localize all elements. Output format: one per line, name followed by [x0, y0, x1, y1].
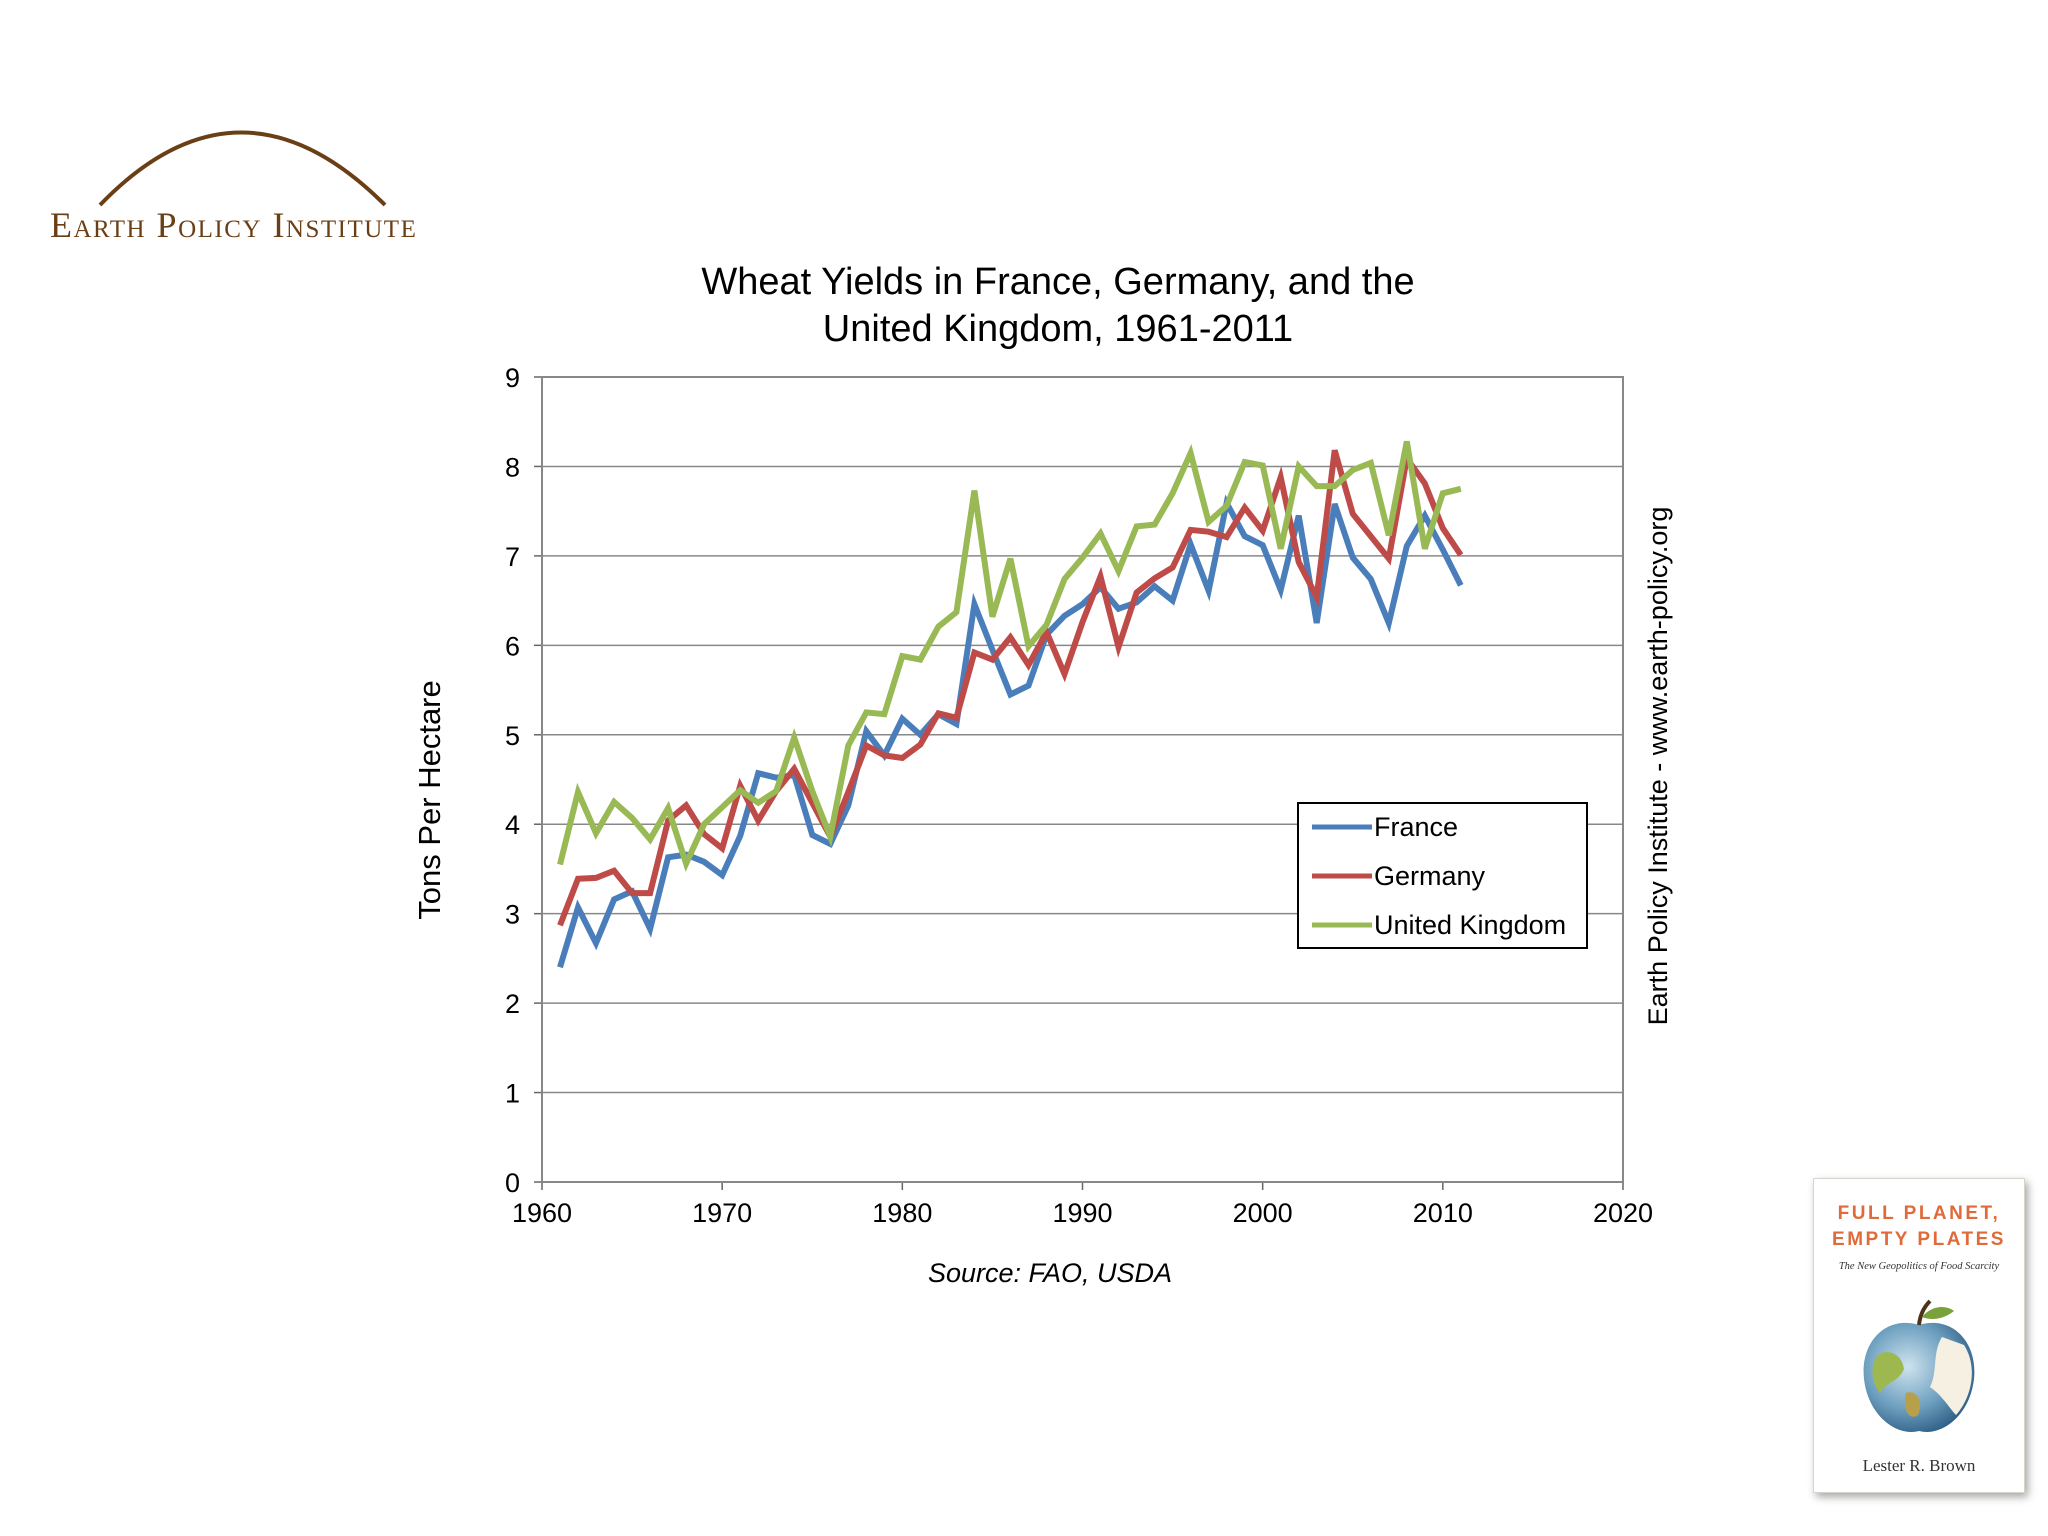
y-axis-label: Tons Per Hectare — [412, 680, 447, 920]
book-title: FULL PLANET, EMPTY PLATES — [1814, 1201, 2024, 1253]
tick-label-y-4: 4 — [505, 810, 520, 840]
tick-label-y-9: 9 — [505, 363, 520, 393]
chart-title-line1: Wheat Yields in France, Germany, and the — [701, 261, 1414, 303]
axes: 0 1 2 3 4 5 6 7 8 9 1960 1970 1980 1990 2000 2010 2020 — [505, 363, 1653, 1228]
book-title-line2: EMPTY PLATES — [1832, 1229, 2006, 1250]
side-credit: Earth Policy Institute - www.earth-polic… — [1643, 507, 1673, 1026]
logo-arch-icon — [98, 130, 387, 207]
tick-label-x-1980: 1980 — [872, 1198, 932, 1228]
book-title-line1: FULL PLANET, — [1837, 1203, 2001, 1224]
tick-label-x-1970: 1970 — [692, 1198, 752, 1228]
tick-label-y-8: 8 — [505, 452, 520, 482]
tick-label-x-1990: 1990 — [1052, 1198, 1112, 1228]
legend: France Germany United Kingdom — [1297, 802, 1588, 949]
legend-label-france: France — [1374, 812, 1458, 842]
tick-label-x-2000: 2000 — [1233, 1198, 1293, 1228]
series-line-germany — [557, 449, 1464, 927]
grid — [542, 376, 1623, 1094]
logo-text: Earth Policy Institute — [50, 205, 418, 245]
legend-label-germany: Germany — [1374, 861, 1486, 891]
book-cover: FULL PLANET, EMPTY PLATES The New Geopol… — [1813, 1178, 2025, 1493]
tick-label-x-2010: 2010 — [1413, 1198, 1473, 1228]
tick-label-y-0: 0 — [505, 1168, 520, 1198]
book-author: Lester R. Brown — [1862, 1456, 1976, 1475]
legend-label-uk: United Kingdom — [1374, 910, 1566, 940]
tick-label-y-5: 5 — [505, 721, 520, 751]
book-subtitle: The New Geopolitics of Food Scarcity — [1838, 1261, 2000, 1272]
source-note: Source: FAO, USDA — [928, 1258, 1172, 1288]
tick-label-x-1960: 1960 — [512, 1198, 572, 1228]
apple-globe-icon — [1863, 1299, 1975, 1432]
tick-label-y-6: 6 — [505, 631, 520, 661]
tick-label-y-7: 7 — [505, 542, 520, 572]
tick-label-y-2: 2 — [505, 989, 520, 1019]
series-line-uk — [557, 440, 1462, 872]
plot-frame — [541, 376, 1624, 1183]
series — [557, 440, 1464, 969]
tick-label-y-1: 1 — [505, 1079, 520, 1109]
chart-title-line2: United Kingdom, 1961-2011 — [823, 308, 1293, 350]
tick-label-x-2020: 2020 — [1593, 1198, 1653, 1228]
tick-label-y-3: 3 — [505, 900, 520, 930]
